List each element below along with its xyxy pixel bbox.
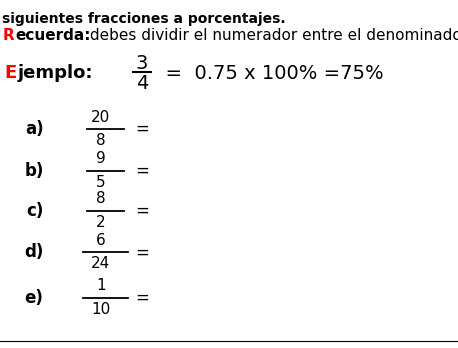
Text: 8: 8 xyxy=(96,133,106,148)
Text: 1: 1 xyxy=(96,278,106,293)
Text: 6: 6 xyxy=(96,233,106,248)
Text: 20: 20 xyxy=(91,110,110,125)
Text: R: R xyxy=(2,28,14,43)
Text: 9: 9 xyxy=(96,151,106,166)
Text: d): d) xyxy=(24,243,44,261)
Text: b): b) xyxy=(24,161,44,180)
Text: 2: 2 xyxy=(96,215,106,230)
Text: 4: 4 xyxy=(136,74,148,93)
Text: 24: 24 xyxy=(91,256,110,271)
Text: e): e) xyxy=(25,288,44,307)
Text: 8: 8 xyxy=(96,191,106,206)
Text: debes dividir el numerador entre el denominador y multi: debes dividir el numerador entre el deno… xyxy=(85,28,458,43)
Text: =: = xyxy=(135,120,149,138)
Text: E: E xyxy=(5,64,17,82)
Text: 5: 5 xyxy=(96,175,106,190)
Text: =: = xyxy=(135,288,149,307)
Text: 3: 3 xyxy=(136,54,148,73)
Text: c): c) xyxy=(26,201,44,220)
Text: =  0.75 x 100% =75%: = 0.75 x 100% =75% xyxy=(153,64,384,82)
Text: =: = xyxy=(135,201,149,220)
Text: ecuerda:: ecuerda: xyxy=(15,28,91,43)
Text: =: = xyxy=(135,243,149,261)
Text: =: = xyxy=(135,161,149,180)
Text: 10: 10 xyxy=(91,302,110,317)
Text: a): a) xyxy=(25,120,44,138)
Text: siguientes fracciones a porcentajes.: siguientes fracciones a porcentajes. xyxy=(2,12,286,26)
Text: jemplo:: jemplo: xyxy=(17,64,93,82)
